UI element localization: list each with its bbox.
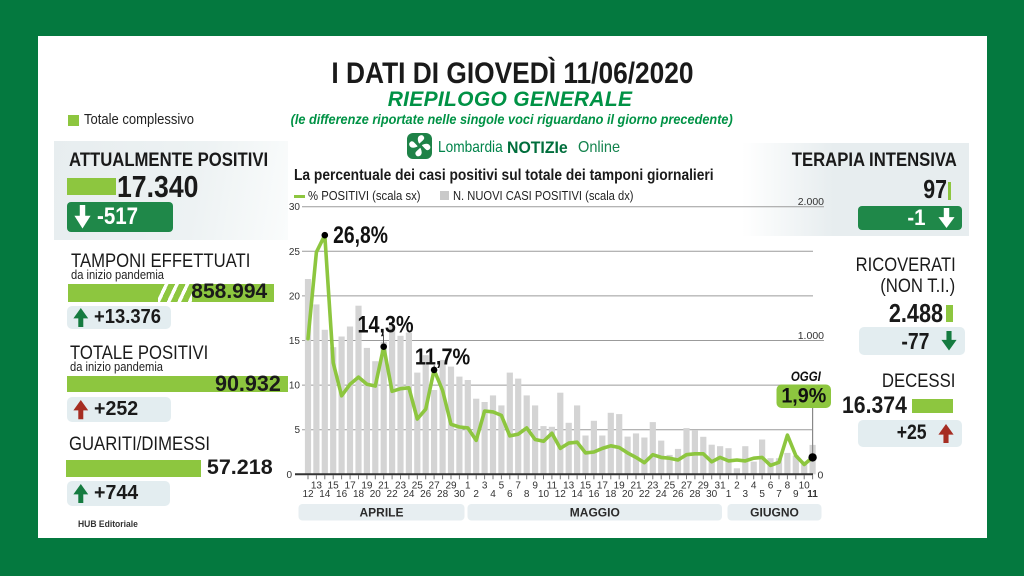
svg-text:12: 12 [302,489,314,500]
svg-text:3: 3 [743,489,749,500]
svg-text:30: 30 [706,489,718,500]
svg-text:25: 25 [412,480,424,491]
svg-text:24: 24 [656,489,668,500]
svg-text:4: 4 [490,489,496,500]
svg-text:17: 17 [597,480,609,491]
svg-text:5: 5 [294,425,300,436]
svg-text:29: 29 [445,480,457,491]
svg-text:10: 10 [289,381,301,392]
svg-text:7: 7 [776,489,782,500]
svg-text:9: 9 [793,489,799,500]
svg-text:26: 26 [672,489,684,500]
svg-text:30: 30 [289,202,301,213]
svg-text:25: 25 [289,247,301,258]
svg-text:3: 3 [482,480,488,491]
svg-text:18: 18 [605,489,617,500]
svg-text:16: 16 [336,489,348,500]
svg-text:1: 1 [726,489,732,500]
svg-text:5: 5 [499,480,505,491]
svg-text:23: 23 [647,480,659,491]
svg-text:8: 8 [524,489,530,500]
svg-text:19: 19 [361,480,373,491]
svg-text:22: 22 [639,489,651,500]
svg-text:6: 6 [768,480,774,491]
svg-text:1.000: 1.000 [798,330,824,342]
svg-text:11: 11 [547,480,558,491]
svg-text:26,8%: 26,8% [333,221,388,249]
svg-text:25: 25 [664,480,676,491]
svg-text:21: 21 [378,480,390,491]
svg-text:16: 16 [588,489,600,500]
svg-text:24: 24 [403,489,415,500]
svg-text:1,9%: 1,9% [781,385,826,408]
svg-text:13: 13 [311,480,323,491]
svg-text:9: 9 [532,480,538,491]
svg-text:8: 8 [785,480,791,491]
svg-text:2.000: 2.000 [798,196,824,208]
svg-text:30: 30 [454,489,466,500]
svg-text:26: 26 [420,489,432,500]
svg-text:0: 0 [818,469,824,481]
svg-text:14: 14 [572,489,584,500]
svg-text:18: 18 [353,489,365,500]
svg-text:29: 29 [698,480,710,491]
svg-text:15: 15 [289,336,301,347]
svg-text:10: 10 [799,480,811,491]
svg-text:15: 15 [580,480,592,491]
svg-text:13: 13 [563,480,575,491]
svg-text:11: 11 [807,489,818,500]
svg-text:28: 28 [437,489,449,500]
svg-text:2: 2 [734,480,740,491]
svg-text:17: 17 [345,480,357,491]
svg-text:OGGI: OGGI [791,369,821,384]
svg-text:6: 6 [507,489,513,500]
svg-text:27: 27 [681,480,693,491]
svg-text:14: 14 [319,489,331,500]
svg-text:19: 19 [614,480,626,491]
svg-text:31: 31 [715,480,727,491]
svg-text:12: 12 [555,489,567,500]
svg-text:21: 21 [630,480,642,491]
svg-text:22: 22 [387,489,399,500]
svg-text:0: 0 [286,470,292,481]
svg-text:MAGGIO: MAGGIO [570,505,620,519]
svg-text:11,7%: 11,7% [415,344,470,370]
svg-text:28: 28 [689,489,701,500]
svg-text:5: 5 [759,489,765,500]
svg-text:APRILE: APRILE [359,505,403,519]
svg-text:10: 10 [538,489,550,500]
svg-text:GIUGNO: GIUGNO [750,505,799,519]
svg-text:27: 27 [429,480,441,491]
svg-text:4: 4 [751,480,757,491]
svg-text:15: 15 [328,480,340,491]
svg-text:20: 20 [370,489,382,500]
svg-text:2: 2 [473,489,479,500]
svg-text:20: 20 [289,291,301,302]
svg-text:7: 7 [515,480,521,491]
svg-text:1: 1 [465,480,471,491]
svg-text:20: 20 [622,489,634,500]
svg-text:23: 23 [395,480,407,491]
svg-text:14,3%: 14,3% [358,310,414,337]
